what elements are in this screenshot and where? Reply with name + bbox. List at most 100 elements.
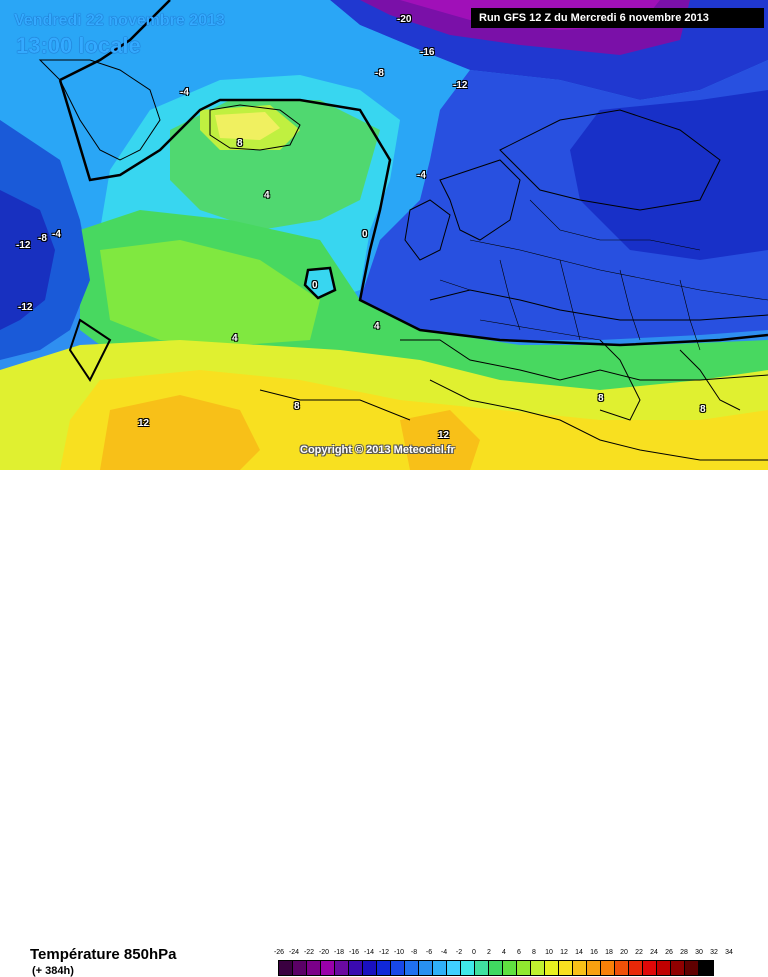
isotherm-label: 8 xyxy=(598,393,604,404)
isotherm-label: -8 xyxy=(375,68,384,79)
legend-label: -24 xyxy=(288,949,300,956)
legend-label: -16 xyxy=(348,949,360,956)
legend-swatch xyxy=(699,961,713,975)
legend-label: -6 xyxy=(425,949,433,956)
legend-swatch xyxy=(643,961,657,975)
legend-label: 10 xyxy=(545,949,553,956)
legend-swatch xyxy=(573,961,587,975)
isotherm-label: 8 xyxy=(294,401,300,412)
legend-label: 0 xyxy=(472,949,476,956)
legend-swatch xyxy=(307,961,321,975)
hot-zone-africa xyxy=(400,410,480,470)
legend-swatch xyxy=(629,961,643,975)
legend-labels: -26 -24 -22 -20 -18 -16 -14 -12 -10 -8 -6 -4 -2 0 2 4 6 8… xyxy=(274,948,752,960)
isotherm-label: -12 xyxy=(18,302,33,313)
zero-isotherm-island xyxy=(303,266,337,300)
legend-label: 30 xyxy=(695,949,703,956)
isotherm-label: -20 xyxy=(397,14,412,25)
legend-swatch xyxy=(489,961,503,975)
legend-label: 26 xyxy=(665,949,673,956)
legend-label: -22 xyxy=(303,949,315,956)
field-title: Température 850hPa xyxy=(30,946,177,963)
zero-isotherm-sw xyxy=(68,318,112,382)
isotherm-label: 0 xyxy=(362,229,368,240)
legend-swatch xyxy=(671,961,685,975)
legend-label: 34 xyxy=(725,949,733,956)
cold-core-west xyxy=(0,190,55,330)
legend-swatch xyxy=(405,961,419,975)
legend-label: 18 xyxy=(605,949,613,956)
isotherm-label: -16 xyxy=(420,47,435,58)
valid-date: Vendredi 22 novembre 2013 xyxy=(14,12,225,29)
valid-time: 13:00 locale xyxy=(16,33,141,58)
legend-swatch xyxy=(377,961,391,975)
legend-swatch xyxy=(587,961,601,975)
footer: Température 850hPa (+ 384h) -26 -24 -22 -20… xyxy=(0,470,768,977)
legend-label: 24 xyxy=(650,949,658,956)
legend-swatch xyxy=(531,961,545,975)
legend-label: 32 xyxy=(710,949,718,956)
isotherm-label: -4 xyxy=(417,170,426,181)
legend-swatch xyxy=(461,961,475,975)
color-legend: -26 -24 -22 -20 -18 -16 -14 -12 -10 -8 -6 -4 -2 0 2 4 6 8… xyxy=(274,948,752,976)
legend-label: -26 xyxy=(273,949,285,956)
legend-label: -8 xyxy=(410,949,418,956)
legend-swatch xyxy=(279,961,293,975)
legend-label: 8 xyxy=(532,949,536,956)
legend-swatch xyxy=(615,961,629,975)
legend-swatch xyxy=(657,961,671,975)
legend-label: 16 xyxy=(590,949,598,956)
legend-swatch xyxy=(475,961,489,975)
legend-swatch xyxy=(293,961,307,975)
isotherm-label: -8 xyxy=(38,233,47,244)
legend-label: 12 xyxy=(560,949,568,956)
legend-swatch xyxy=(545,961,559,975)
legend-label: 22 xyxy=(635,949,643,956)
legend-label: -2 xyxy=(455,949,463,956)
legend-label: -10 xyxy=(393,949,405,956)
legend-label: 20 xyxy=(620,949,628,956)
cold-zone-east xyxy=(570,90,768,260)
legend-swatch xyxy=(517,961,531,975)
legend-swatch xyxy=(433,961,447,975)
isotherm-label: -4 xyxy=(180,87,189,98)
isotherm-label: -4 xyxy=(52,229,61,240)
map-canvas xyxy=(0,0,768,470)
zero-isotherm xyxy=(58,79,768,347)
hot-zone-sw xyxy=(100,395,260,470)
legend-label: -12 xyxy=(378,949,390,956)
legend-label: 2 xyxy=(487,949,491,956)
isotherm-label: 4 xyxy=(232,333,238,344)
legend-label: 4 xyxy=(502,949,506,956)
legend-swatch xyxy=(685,961,699,975)
zero-isotherm-north xyxy=(59,0,171,82)
lightgreen-zone xyxy=(100,240,320,345)
legend-swatch xyxy=(559,961,573,975)
temperature-map: Vendredi 22 novembre 2013 13:00 locale R… xyxy=(0,0,768,470)
legend-swatch xyxy=(503,961,517,975)
isotherm-label: 8 xyxy=(700,404,706,415)
country-borders xyxy=(439,199,768,351)
legend-bar xyxy=(278,960,714,976)
legend-label: 14 xyxy=(575,949,583,956)
warm-core-iceland xyxy=(215,112,280,140)
run-info: Run GFS 12 Z du Mercredi 6 novembre 2013 xyxy=(471,8,764,28)
legend-label: -14 xyxy=(363,949,375,956)
legend-swatch xyxy=(349,961,363,975)
legend-swatch xyxy=(321,961,335,975)
legend-label: -20 xyxy=(318,949,330,956)
legend-label: -4 xyxy=(440,949,448,956)
isotherm-label: 8 xyxy=(237,138,243,149)
isotherm-label: 12 xyxy=(438,430,450,441)
isotherm-label: 4 xyxy=(374,321,380,332)
legend-label: -18 xyxy=(333,949,345,956)
legend-swatch xyxy=(601,961,615,975)
legend-label: 6 xyxy=(517,949,521,956)
isotherm-label: 12 xyxy=(138,418,150,429)
legend-swatch xyxy=(335,961,349,975)
legend-label: 28 xyxy=(680,949,688,956)
legend-swatch xyxy=(391,961,405,975)
isotherm-label: -12 xyxy=(453,80,468,91)
isotherm-label: -12 xyxy=(16,240,31,251)
lead-time: (+ 384h) xyxy=(32,965,74,977)
